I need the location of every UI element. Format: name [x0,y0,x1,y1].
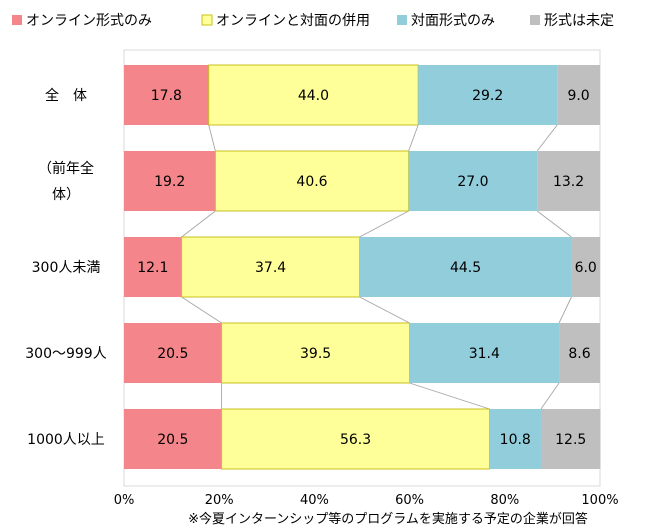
chart-legend: オンライン形式のみ オンラインと対面の併用 対面形式のみ 形式は未定 [12,13,614,29]
legend-label: オンラインと対面の併用 [216,13,370,29]
category-label: 1000人以上 [27,432,105,448]
data-label: 39.5 [300,346,331,362]
footnote: ※今夏インターンシップ等のプログラムを実施する予定の企業が回答 [188,511,588,527]
plot-area: 17.8 44.0 29.2 9.0 19.2 40.6 27.0 13.2 12.1 37.4 4… [123,49,601,487]
series-connector-lines [181,124,572,410]
bar-segment [208,64,419,126]
bar-segment [124,323,222,383]
data-label: 44.0 [298,88,329,104]
data-label: 19.2 [154,174,185,190]
data-label: 31.4 [469,346,500,362]
legend-label: 形式は未定 [544,13,614,29]
category-label: 全 体 [45,87,87,104]
data-label: 44.5 [450,260,481,276]
legend-swatch [201,14,213,26]
bar-segment [181,236,361,298]
bar-segment [557,65,600,125]
connector-line [558,296,572,324]
bar-segment [409,323,560,383]
connector-line [536,210,572,238]
data-label: 29.2 [472,88,503,104]
connector-line [536,124,558,152]
x-tick-label: 20% [205,493,234,508]
data-label: 12.5 [555,432,586,448]
connector-line [181,210,216,238]
category-label: 体） [52,187,80,203]
bar-segment [537,151,600,211]
legend-swatch [530,15,540,25]
data-label: 9.0 [567,88,589,104]
data-label: 27.0 [457,174,488,190]
x-axis-ticks: 0% 20% 40% 60% 80% 100% [114,493,619,508]
data-label: 20.5 [157,346,188,362]
data-label: 56.3 [340,432,371,448]
data-label: 37.4 [255,260,286,276]
bar-segment [559,323,600,383]
bar-segment [408,151,538,211]
bar-segment [124,65,209,125]
bar-segment [221,322,411,384]
bar-segment [359,237,572,297]
bar-segment [124,151,216,211]
bar-segment [221,408,491,470]
connector-line [408,124,419,152]
bar-segment [124,409,222,469]
data-label: 10.8 [500,432,531,448]
data-label: 6.0 [575,260,597,276]
x-tick-label: 0% [114,493,135,508]
data-label: 13.2 [553,174,584,190]
connector-line [540,382,560,410]
legend-label: 対面形式のみ [411,13,495,29]
category-label: 300人未満 [32,260,101,276]
x-tick-label: 40% [300,493,329,508]
x-tick-label: 60% [395,493,424,508]
data-label: 8.6 [568,346,590,362]
category-label: （前年全 [38,160,94,177]
connector-line [409,382,490,410]
category-label: 300～999人 [25,346,106,362]
data-label: 20.5 [157,432,188,448]
legend-swatch [12,15,22,25]
data-label: 40.6 [296,174,327,190]
bar-segment [540,409,601,469]
bar-segment [214,150,410,212]
bar-segment [489,409,541,469]
data-labels: 17.8 44.0 29.2 9.0 19.2 40.6 27.0 13.2 12.1 37.4 4… [137,88,597,448]
data-label: 17.8 [151,88,182,104]
x-tick-label: 100% [581,493,618,508]
connector-line [359,296,410,324]
bar-segments [124,64,601,470]
connector-line [208,124,216,152]
legend-swatch [397,15,407,25]
connector-line [359,210,409,238]
bar-segment [571,237,600,297]
data-label: 12.1 [137,260,168,276]
bar-segment [124,237,182,297]
x-tick-label: 80% [490,493,519,508]
bar-segment [418,65,558,125]
connector-line [181,296,222,324]
legend-label: オンライン形式のみ [26,13,152,29]
